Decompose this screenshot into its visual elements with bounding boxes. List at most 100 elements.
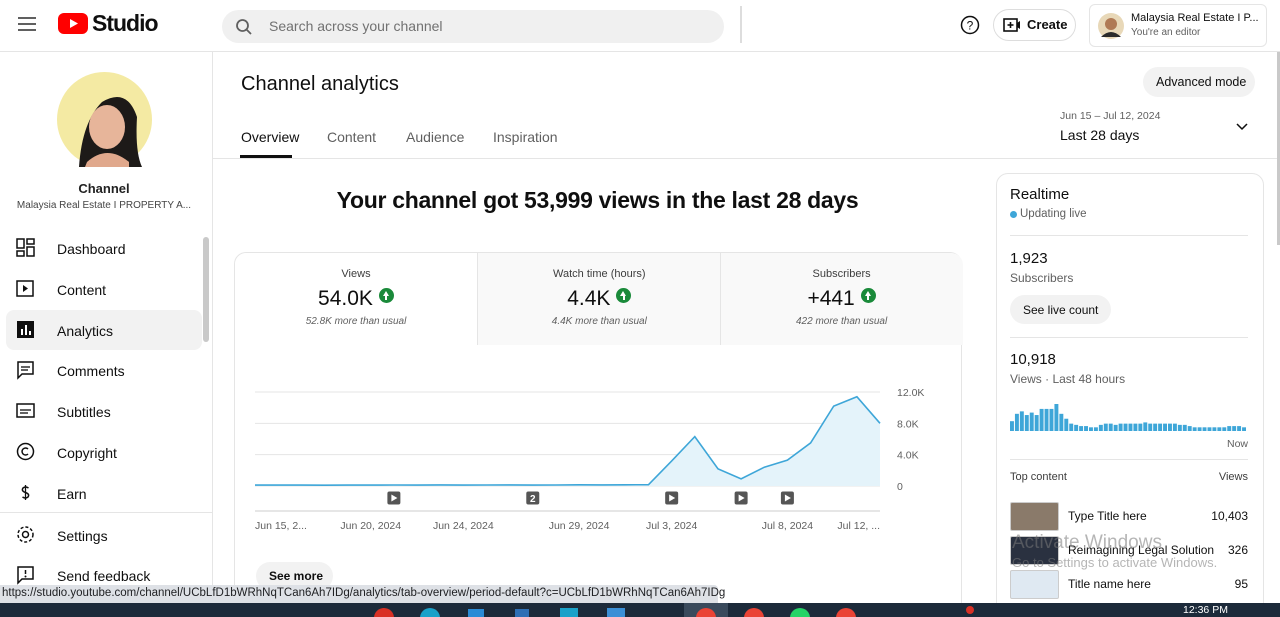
metric-tab[interactable]: Watch time (hours) 4.4K 4.4K more than usu… <box>477 253 721 345</box>
video-title[interactable]: Type Title here <box>1068 509 1147 523</box>
nav-icon <box>17 566 34 585</box>
nav-label: Dashboard <box>57 241 126 257</box>
nav-item[interactable]: Copyright <box>6 432 202 472</box>
metric-tab[interactable]: Subscribers +441 422 more than usual <box>719 253 963 345</box>
advanced-mode-button[interactable]: Advanced mode <box>1143 67 1255 97</box>
create-label: Create <box>1027 17 1068 32</box>
taskbar: 12:36 PM <box>0 603 1280 617</box>
svg-text:?: ? <box>967 19 974 33</box>
video-views: 326 <box>1227 543 1248 557</box>
date-picker[interactable]: Jun 15 – Jul 12, 2024 Last 28 days <box>1050 104 1260 150</box>
subscriber-count: 1,923 <box>1010 250 1048 267</box>
period: Last 28 days <box>1060 127 1140 143</box>
nav-item[interactable]: Send feedback <box>6 555 202 595</box>
logo-text[interactable]: Studio <box>92 10 159 36</box>
metric-value-row: 4.4K <box>478 288 720 309</box>
status-bar: https://studio.youtube.com/channel/UCbLf… <box>0 585 725 603</box>
create-button[interactable]: Create <box>993 9 1076 41</box>
clock: 12:36 PM <box>1183 604 1228 616</box>
nav-item[interactable]: Subtitles <box>6 391 202 431</box>
metric-value-row: 54.0K <box>235 288 477 309</box>
video-thumbnail[interactable] <box>1010 502 1059 531</box>
live-dot <box>1010 211 1017 218</box>
views-column-label: Views <box>1218 471 1248 483</box>
activation-title: Activate Windows <box>1012 532 1162 553</box>
taskbar-icons <box>374 606 974 617</box>
nav-item[interactable]: Content <box>6 269 202 309</box>
nav-icon <box>17 320 34 338</box>
account-switcher[interactable]: Malaysia Real Estate I P... You're an ed… <box>1089 4 1267 47</box>
see-live-count-button[interactable]: See live count <box>1010 295 1111 324</box>
metric-value: 54.0K <box>318 287 373 310</box>
divider <box>1010 459 1248 460</box>
date-range: Jun 15 – Jul 12, 2024 <box>1060 110 1161 122</box>
tab-indicator <box>240 155 292 158</box>
menu-button[interactable] <box>18 17 36 31</box>
nav-icon <box>17 526 34 543</box>
nav-label: Send feedback <box>57 568 151 584</box>
video-views: 95 <box>1234 577 1248 591</box>
search-icon <box>236 19 252 35</box>
metric-label: Watch time (hours) <box>553 268 646 280</box>
tab[interactable]: Inspiration <box>493 129 558 145</box>
account-avatar <box>1098 13 1124 39</box>
metric-note: 52.8K more than usual <box>305 316 407 327</box>
nav-icon <box>17 361 34 381</box>
see-live-count-label: See live count <box>1023 303 1099 317</box>
trend-up-icon <box>860 288 876 303</box>
page-scrollbar <box>1277 52 1280 245</box>
nav-item[interactable]: Comments <box>6 350 202 390</box>
advanced-mode-label: Advanced mode <box>1156 75 1247 89</box>
realtime-views-label: Views · Last 48 hours <box>1010 372 1126 386</box>
video-title[interactable]: Title name here <box>1068 577 1151 591</box>
nav-item[interactable]: Earn <box>6 473 202 513</box>
tab[interactable]: Overview <box>241 129 300 145</box>
realtime-views: 10,918 <box>1010 351 1056 368</box>
account-name: Malaysia Real Estate I P... <box>1131 12 1259 24</box>
trend-up-icon <box>616 288 632 303</box>
metric-label: Subscribers <box>812 268 871 280</box>
nav-label: Earn <box>57 485 87 502</box>
top-content-label: Top content <box>1010 471 1067 483</box>
see-more-label: See more <box>269 569 324 583</box>
now-label: Now <box>1226 438 1248 450</box>
logo-icon[interactable] <box>58 13 88 34</box>
channel-label: Channel <box>78 181 130 196</box>
sidebar: Channel Malaysia Real Estate I PROPERTY … <box>0 52 213 603</box>
nav-icon <box>16 238 35 257</box>
activation-text: Go to Settings to activate Windows. <box>1012 555 1218 570</box>
scrollbar <box>203 237 209 342</box>
channel-avatar[interactable] <box>57 72 152 167</box>
video-title[interactable]: Reimagining Legal Solution <box>1068 543 1215 557</box>
dropdown-icon <box>1236 123 1248 131</box>
channel-name: Malaysia Real Estate I PROPERTY A... <box>16 200 192 211</box>
metric-note: 422 more than usual <box>796 316 888 327</box>
top-bar: Studio Search across your channel ? Crea… <box>0 0 1280 52</box>
video-thumbnail[interactable] <box>1010 570 1059 599</box>
tab[interactable]: Audience <box>406 129 465 145</box>
search-box[interactable]: Search across your channel <box>222 10 724 43</box>
video-thumbnail[interactable] <box>1010 536 1059 565</box>
nav-label: Comments <box>57 363 125 380</box>
divider <box>740 6 742 43</box>
help-button[interactable]: ? <box>960 15 980 35</box>
account-role: You're an editor <box>1131 27 1201 38</box>
nav-icon <box>16 280 34 297</box>
divider <box>1010 235 1248 236</box>
nav-label: Settings <box>57 528 108 544</box>
tab[interactable]: Content <box>327 129 377 145</box>
realtime-title: Realtime <box>1010 186 1070 203</box>
nav-label: Subtitles <box>57 404 111 421</box>
status-url: https://studio.youtube.com/channel/UCbLf… <box>2 587 726 599</box>
metric-value: 4.4K <box>567 287 611 310</box>
divider <box>212 158 1280 159</box>
nav-item[interactable]: Analytics <box>6 309 202 350</box>
metric-tab[interactable]: Views 54.0K 52.8K more than usual <box>235 253 477 345</box>
headline: Your channel got 53,999 views in the las… <box>336 187 859 213</box>
nav-label: Copyright <box>57 445 117 461</box>
nav-item[interactable]: Dashboard <box>6 228 202 268</box>
nav-item[interactable]: Settings <box>6 515 202 555</box>
metric-value: +441 <box>807 287 855 310</box>
